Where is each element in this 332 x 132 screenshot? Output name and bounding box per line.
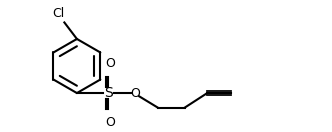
Text: O: O [105, 57, 115, 70]
Text: O: O [130, 87, 140, 100]
Text: S: S [104, 86, 113, 100]
Text: Cl: Cl [52, 7, 64, 20]
Text: O: O [105, 116, 115, 129]
